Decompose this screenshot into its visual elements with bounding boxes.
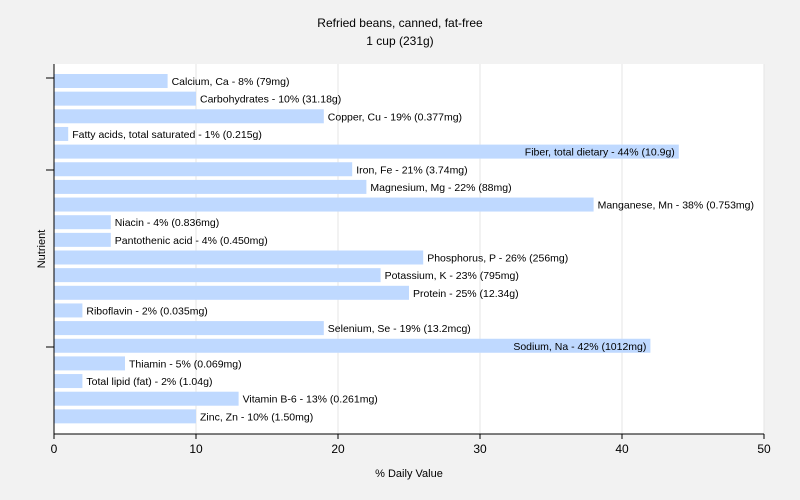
chart-title: Refried beans, canned, fat-free [317,16,483,30]
chart-subtitle: 1 cup (231g) [366,34,433,48]
bar-label: Phosphorus, P - 26% (256mg) [427,253,568,265]
bar [54,356,125,371]
x-tick-label: 50 [757,442,771,456]
bar [54,91,196,106]
bar-label: Carbohydrates - 10% (31.18g) [200,94,341,106]
bar-label: Pantothenic acid - 4% (0.450mg) [115,235,268,247]
bar [54,303,83,318]
y-axis-label: Nutrient [36,230,48,269]
bar [54,162,353,177]
bar [54,215,111,230]
axes: 0 10 20 30 40 50 [46,64,771,456]
plot-area [54,64,764,434]
bar [54,338,651,353]
x-tick-label: 20 [331,442,345,456]
bar-label: Calcium, Ca - 8% (79mg) [172,76,290,88]
bar [54,126,69,141]
bar [54,285,409,300]
bar-label: Protein - 25% (12.34g) [413,288,519,300]
bar-label: Riboflavin - 2% (0.035mg) [86,305,207,317]
x-tick-label: 0 [51,442,58,456]
bar [54,391,239,406]
bar-label: Iron, Fe - 21% (3.74mg) [356,164,467,176]
bar-label: Vitamin B-6 - 13% (0.261mg) [243,394,378,406]
bar [54,144,679,159]
bar-label: Fatty acids, total saturated - 1% (0.215… [72,129,262,141]
x-tick-label: 10 [189,442,203,456]
bar-label: Zinc, Zn - 10% (1.50mg) [200,411,313,423]
bar-label: Manganese, Mn - 38% (0.753mg) [598,200,754,212]
bar-label: Potassium, K - 23% (795mg) [385,270,519,282]
bar [54,109,324,124]
bar-label: Thiamin - 5% (0.069mg) [129,358,242,370]
x-tick-label: 30 [473,442,487,456]
bar-label: Niacin - 4% (0.836mg) [115,217,219,229]
bar-labels: Calcium, Ca - 8% (79mg) Carbohydrates - 1… [72,76,754,423]
bar-label: Sodium, Na - 42% (1012mg) [513,341,646,353]
bar-label: Fiber, total dietary - 44% (10.9g) [525,147,675,159]
bar [54,409,196,424]
bar-label: Magnesium, Mg - 22% (88mg) [370,182,511,194]
bars [54,74,679,424]
bar [54,268,381,283]
bar-label: Total lipid (fat) - 2% (1.04g) [86,376,212,388]
bar [54,321,324,336]
bar [54,250,424,265]
bar-label: Copper, Cu - 19% (0.377mg) [328,111,462,123]
bar [54,179,367,194]
bar [54,232,111,247]
bar [54,74,168,88]
bar-label: Selenium, Se - 19% (13.2mcg) [328,323,471,335]
grid-lines [195,64,765,434]
x-axis-label: % Daily Value [375,468,443,480]
bar [54,374,83,389]
bar [54,197,594,212]
x-tick-label: 40 [615,442,629,456]
